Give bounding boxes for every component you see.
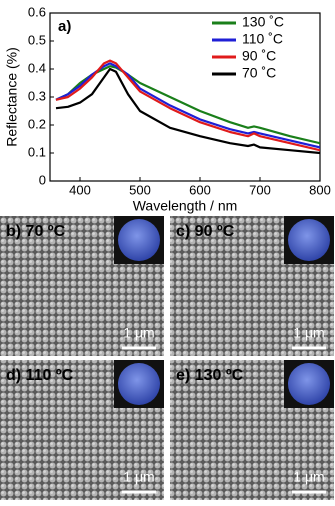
y-tick-label: 0.2 — [28, 116, 46, 131]
scale-bar-label: 1 μm — [293, 325, 324, 341]
plot-area — [55, 59, 320, 155]
y-tick-label: 0.1 — [28, 144, 46, 159]
legend-label: 90 ˚C — [242, 48, 276, 64]
inset-disk — [288, 219, 330, 261]
x-tick-label: 500 — [129, 182, 151, 197]
y-axis-label: Reflectance (%) — [4, 47, 20, 147]
x-tick-label: 600 — [189, 182, 211, 197]
sem-panel: c) 90 ºC 1 μm — [170, 216, 334, 356]
x-tick-label: 700 — [249, 182, 271, 197]
series-line — [55, 67, 320, 155]
inset-disk — [288, 363, 330, 405]
panel-label: d) 110 ºC — [6, 367, 74, 384]
sem-panels: b) 70 ºC1 μmc) 90 ºC1 μmd) 110 ºC1 μme) … — [0, 216, 334, 500]
scale-bar-label: 1 μm — [123, 469, 154, 485]
y-tick-label: 0 — [39, 172, 46, 187]
inset-disk — [118, 363, 160, 405]
chart: 0 0.1 0.2 0.3 0.4 0.5 0.6 400 500 600 700 800 Wavele… — [4, 4, 331, 213]
legend-label: 110 ˚C — [242, 31, 283, 47]
sem-panel: b) 70 ºC 1 μm — [0, 216, 164, 356]
panel-label: c) 90 ºC — [176, 223, 235, 240]
scale-bar-label: 1 μm — [123, 325, 154, 341]
x-axis-label: Wavelength / nm — [133, 198, 238, 214]
scale-bar-label: 1 μm — [293, 469, 324, 485]
x-tick-label: 800 — [309, 182, 331, 197]
panel-label: a) — [58, 18, 71, 35]
panel-label: e) 130 ºC — [176, 367, 244, 384]
sem-panel: e) 130 ºC 1 μm — [170, 360, 334, 500]
inset-disk — [118, 219, 160, 261]
series-line — [55, 59, 320, 152]
y-tick-label: 0.3 — [28, 88, 46, 103]
x-tick-label: 400 — [69, 182, 91, 197]
y-tick-label: 0.4 — [28, 60, 46, 75]
y-tick-label: 0.6 — [28, 4, 46, 19]
sem-panel: d) 110 ºC 1 μm — [0, 360, 164, 500]
legend-label: 70 ˚C — [242, 65, 276, 81]
y-tick-label: 0.5 — [28, 32, 46, 47]
legend-label: 130 ˚C — [242, 14, 284, 30]
series-line — [55, 65, 320, 145]
panel-label: b) 70 ºC — [6, 223, 66, 240]
series-line — [55, 62, 320, 149]
